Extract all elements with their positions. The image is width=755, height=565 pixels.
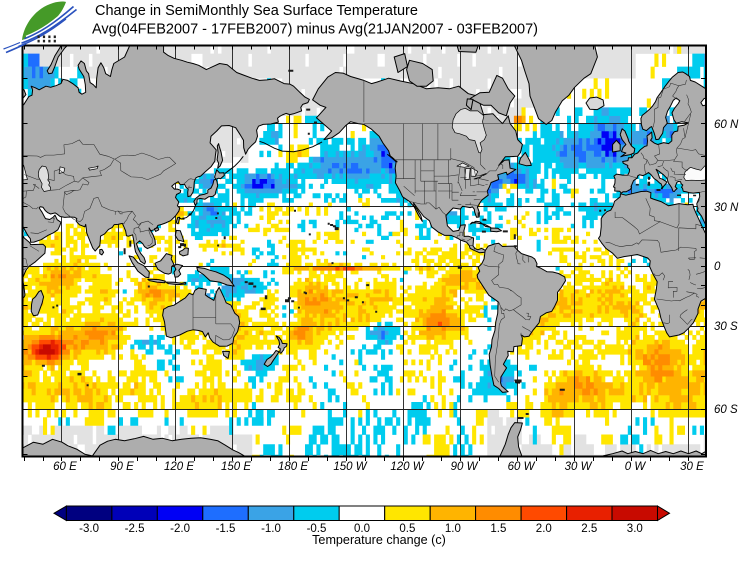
svg-text:60 N: 60 N xyxy=(714,119,739,131)
svg-text:90 E: 90 E xyxy=(110,461,134,473)
svg-text:-2.0: -2.0 xyxy=(170,523,190,535)
svg-text:90 W: 90 W xyxy=(451,461,479,473)
svg-text:30 W: 30 W xyxy=(565,461,593,473)
svg-text:-1.0: -1.0 xyxy=(261,523,281,535)
svg-text:Temperature change (c): Temperature change (c) xyxy=(312,533,446,547)
svg-text:-2.5: -2.5 xyxy=(125,523,145,535)
svg-text:30 S: 30 S xyxy=(714,321,738,333)
svg-text:3.0: 3.0 xyxy=(627,523,643,535)
svg-text:60 S: 60 S xyxy=(714,404,738,416)
svg-text:150 E: 150 E xyxy=(221,461,251,473)
svg-text:2.0: 2.0 xyxy=(536,523,552,535)
svg-text:Avg(04FEB2007 - 17FEB2007) min: Avg(04FEB2007 - 17FEB2007) minus Avg(21J… xyxy=(92,22,538,38)
svg-text:Change in SemiMonthly Sea Surf: Change in SemiMonthly Sea Surface Temper… xyxy=(95,3,418,19)
svg-text:1.5: 1.5 xyxy=(490,523,506,535)
svg-text:0.5: 0.5 xyxy=(399,523,415,535)
svg-text:0: 0 xyxy=(714,261,721,273)
svg-text:60 W: 60 W xyxy=(508,461,536,473)
svg-text:-0.5: -0.5 xyxy=(307,523,327,535)
svg-text:0.0: 0.0 xyxy=(354,523,370,535)
svg-text:150 W: 150 W xyxy=(333,461,367,473)
svg-text:-1.5: -1.5 xyxy=(216,523,236,535)
svg-text:2.5: 2.5 xyxy=(581,523,597,535)
svg-text:180 E: 180 E xyxy=(278,461,308,473)
svg-text:120 E: 120 E xyxy=(164,461,194,473)
svg-text:30 N: 30 N xyxy=(714,202,739,214)
svg-text:120 W: 120 W xyxy=(390,461,424,473)
svg-text:0 W: 0 W xyxy=(625,461,647,473)
svg-text:1.0: 1.0 xyxy=(445,523,461,535)
svg-text:60 E: 60 E xyxy=(53,461,77,473)
svg-text:30 E: 30 E xyxy=(680,461,704,473)
svg-text:-3.0: -3.0 xyxy=(79,523,99,535)
